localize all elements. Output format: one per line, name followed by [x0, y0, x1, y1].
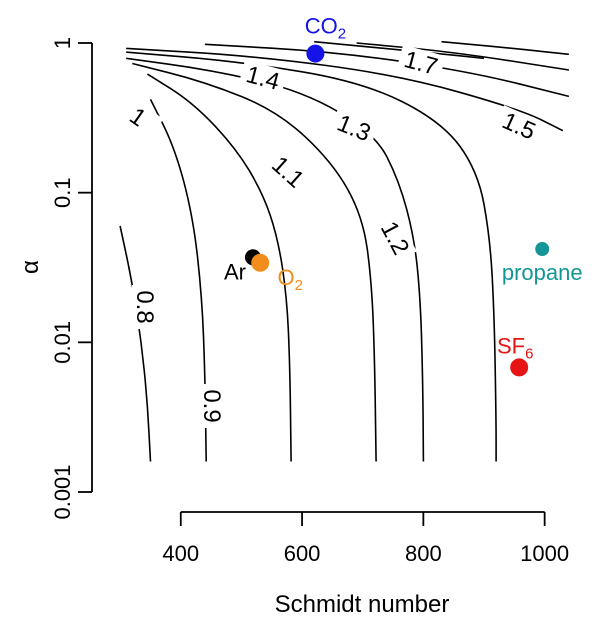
point-propane [535, 242, 550, 257]
contour-label-bg-1.5 [493, 105, 545, 147]
x-tick-label-800: 800 [405, 541, 442, 566]
contour-line-1.3 [126, 51, 497, 462]
contour-lines [119, 40, 570, 462]
data-points: CO2 Ar O2 propane SF6 [224, 14, 583, 377]
y-tick-label-1: 1 [50, 37, 75, 49]
point-label-o2: O2 [277, 265, 302, 294]
x-tick-label-600: 600 [284, 541, 321, 566]
contour-line-1.7 [314, 40, 485, 60]
contour-label-bg-1.2 [373, 212, 417, 264]
contour-line-1.4 [126, 47, 564, 132]
point-label-ar: Ar [224, 259, 246, 284]
x-tick-label-400: 400 [162, 541, 199, 566]
contour-line-0.9 [149, 99, 207, 462]
y-tick-label-0.01: 0.01 [50, 321, 75, 364]
point-co2 [306, 44, 325, 63]
contour-label-bg-1 [112, 93, 164, 141]
contour-label-bg-1.1 [262, 147, 314, 197]
point-label-sf6: SF6 [497, 333, 533, 362]
contour-line-1.1 [132, 62, 377, 462]
point-label-co2: CO2 [305, 14, 346, 43]
y-axis-title: α [17, 260, 44, 274]
contour-label-bg-0.9 [199, 384, 225, 428]
contour-label-bg-1.3 [328, 107, 380, 149]
x-axis-title: Schmidt number [275, 591, 450, 618]
contour-line-1 [146, 73, 292, 462]
contour-label-bg-0.8 [132, 285, 158, 329]
point-o2 [251, 253, 270, 272]
point-label-propane: propane [502, 260, 583, 285]
y-tick-label-0.001: 0.001 [50, 464, 75, 519]
contour-line-1.8 [441, 40, 569, 56]
x-tick-label-1000: 1000 [520, 541, 569, 566]
contour-label-0.9: 0.9 [198, 389, 225, 422]
contour-label-0.8: 0.8 [131, 290, 158, 323]
contour-line-1.2 [126, 57, 425, 462]
contour-line-0.8 [119, 225, 152, 462]
contour-label-1.4: 1.4 [243, 61, 282, 96]
contour-label-bg-1.7 [396, 44, 446, 82]
point-sf6 [510, 358, 529, 377]
contour-label-bg-1.4 [238, 59, 288, 97]
contour-labels: 0.80.911.11.21.31.41.51.7 [112, 44, 545, 428]
axes: 400 600 800 1000 0.001 0.01 0.1 1 [50, 37, 569, 566]
y-tick-label-0.1: 0.1 [50, 177, 75, 208]
